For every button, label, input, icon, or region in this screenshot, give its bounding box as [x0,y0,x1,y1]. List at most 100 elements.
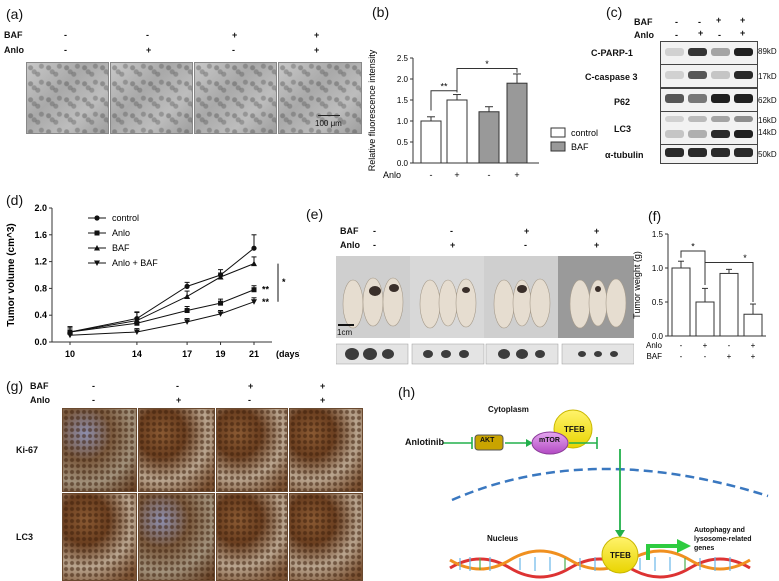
xrow-tick-f: - [680,352,683,361]
panel-a-anlo-2: + [146,45,152,55]
marker-d [94,215,100,221]
ihc-ki67-4 [289,408,363,492]
ytick-label-d: 0.0 [34,337,47,347]
panel-g-baf-label: BAF [30,381,49,391]
band-label-caspase: C-caspase 3 [585,72,638,82]
xrow-label-f: BAF [646,352,662,361]
panel-g-anlo-label: Anlo [30,395,50,405]
ylabel-f: Tumor weight (g) [632,251,642,319]
genes-label-1: Autophagy and [694,527,745,534]
sig-bracket-f2 [704,262,754,302]
marker-d [217,311,224,317]
marker-d [251,299,257,305]
blot-lc3 [660,111,758,145]
panel-c-anlo-4: + [740,28,746,38]
sig-label-b1: ** [440,82,448,92]
blot-band [688,130,707,138]
blot-band [688,71,707,79]
ylabel-b: Relative fluorescence intensity [367,49,377,171]
legend-label-d: Anlo + BAF [112,258,158,268]
blot-band [665,71,684,79]
series-line-d [69,301,255,336]
marker-d [184,283,190,289]
legend-swatch-b [550,141,566,152]
marker-d [134,320,140,326]
marker-d [184,293,191,299]
ytick-label-b: 1.0 [397,117,409,126]
ihc-ki67-2 [138,408,215,492]
marker-d [67,332,73,339]
bar-b [478,111,500,164]
panel-c-anlo-label: Anlo [634,30,654,40]
panel-g-baf-2: - [176,381,179,391]
mouse-photos [336,256,634,365]
panel-g-anlo-1: - [92,395,95,405]
bar-f [743,313,763,337]
band-label-parp: C-PARP-1 [591,48,633,58]
sig-bracket-b2 [456,68,518,91]
bar-f [695,301,715,337]
panel-b-label: (b) [372,4,390,20]
akt-node [474,434,504,451]
xrow-label-b: Anlo [383,170,401,180]
blot-band [688,148,707,157]
xrow-tick-f: + [727,352,732,361]
panel-g-anlo-3: - [248,395,251,405]
stain-label-ki67: Ki-67 [16,445,39,455]
blot-band [688,94,707,103]
tumor-volume-chart: 0.0 0.4 0.8 1.2 1.6 2.0 10 14 17 19 21 (days) Tumor … [6,203,300,359]
panel-a-baf-1: - [64,30,67,40]
panel-d-label: (d) [6,192,24,208]
sig-label-d2: ** [262,297,270,307]
legend-swatch-b [550,127,566,138]
panel-c-label: (c) [606,4,623,20]
blot-band [734,148,753,157]
blot-band [734,48,753,56]
genes-label-3: genes [694,545,715,552]
bar-b [446,99,468,164]
nucleus-label: Nucleus [487,534,519,543]
blot-band [688,116,707,122]
panel-e-anlo-3: - [524,240,527,250]
marker-d [94,245,100,251]
ytick-label-d: 2.0 [34,203,47,213]
anlo-tick-b: - [488,170,491,180]
bar-b [506,82,528,164]
band-size-tubulin: 50kD [758,150,777,159]
nuclear-membrane [451,467,769,502]
band-size-lc3-16: 16kD [758,116,777,125]
marker-d [251,260,257,267]
xrow-tick-f: - [704,352,707,361]
blot-band [711,71,730,79]
band-size-lc3-14: 14kD [758,128,777,137]
ytick-label-b: 1.5 [397,96,409,105]
mtor-node [531,431,569,455]
marker-d [218,300,224,306]
series-line-d [69,263,255,333]
panel-g-baf-1: - [92,381,95,391]
band-label-p62: P62 [614,97,631,107]
tumor-weight-chart: 0.0 0.5 1.0 1.5 Tumor weight (g) - - + - - + + + Anlo… [632,230,766,361]
blot-band [711,94,730,103]
blot-band [665,48,684,56]
panel-a-anlo-1: - [64,45,67,55]
band-label-lc3: LC3 [614,124,632,134]
xtick-label-d: 14 [132,349,142,359]
ihc-lc3-2 [138,493,215,581]
panel-a-anlo-3: - [232,45,235,55]
drug-label: Anlotinib [405,437,444,447]
blot-band [665,94,684,103]
panel-a-baf-4: + [314,30,320,40]
ytick-label-b: 2.5 [397,54,409,63]
band-size-parp: 89kD [758,47,777,56]
series-line-d [69,289,255,333]
blot-band [665,130,684,138]
xrow-tick-f: - [680,341,683,350]
xrow-tick-f: + [751,341,756,350]
ihc-ki67-3 [216,408,288,492]
sig-label-f2: * [743,253,747,263]
xtick-label-d: 21 [249,349,259,359]
panel-c-anlo-2: + [698,28,704,38]
ytick-label-f: 0.0 [652,332,664,341]
legend-label-d: BAF [112,243,130,253]
